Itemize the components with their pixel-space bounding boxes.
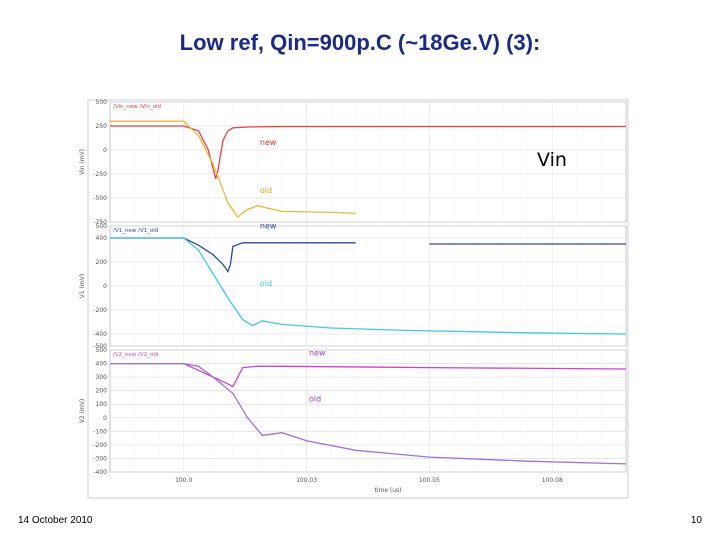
series-line-2-old — [110, 237, 627, 335]
panel-1-y-tick-label: 0 — [103, 147, 107, 154]
panel-1-y-tick-label: 250 — [96, 123, 108, 130]
panel-3-y-tick-label: 300 — [96, 374, 108, 381]
panel-3-label-old: old — [309, 395, 321, 404]
panel-1-y-axis-label: Vin (mV) — [79, 149, 86, 175]
panel-3-y-tick-label: 500 — [96, 347, 108, 354]
slide-date: 14 October 2010 — [18, 515, 93, 526]
slide-page-number: 10 — [690, 515, 702, 526]
panel-2-legend: /V1_new /V1_old — [113, 228, 158, 234]
x-tick-label: 100.03 — [296, 477, 317, 484]
panel-3-y-tick-label: 200 — [96, 388, 108, 395]
panel-1-label-old: old — [260, 186, 272, 195]
panel-3-y-tick-label: 400 — [96, 361, 108, 368]
x-tick-label: 100.08 — [542, 477, 563, 484]
x-tick-label: 100.0 — [175, 477, 192, 484]
panel-3-y-tick-label: -200 — [93, 442, 107, 449]
panel-3-y-tick-label: -300 — [93, 455, 107, 462]
panel-1-legend: /Vin_new /Vin_old — [113, 104, 161, 110]
panel-1-y-tick-label: -750 — [93, 219, 107, 226]
panel-3-y-tick-label: 100 — [96, 401, 108, 408]
panel-2-y-tick-label: 400 — [96, 235, 108, 242]
panel-3-y-tick-label: -100 — [93, 428, 107, 435]
panel-1-label-new: new — [260, 138, 277, 147]
panel-2-y-tick-label: -400 — [93, 331, 107, 338]
panel-2-label-old: old — [260, 279, 272, 288]
series-line-1-new — [110, 125, 626, 179]
panel-3-label-new: new — [309, 348, 326, 357]
series-line-3-old — [110, 362, 627, 465]
panel-2-label-new: new — [260, 221, 277, 230]
panel-1-annotation: Vin — [537, 149, 567, 171]
panel-1-y-tick-label: 500 — [96, 99, 108, 106]
panel-2-y-tick-label: 200 — [96, 259, 108, 266]
panel-1-y-tick-label: -500 — [93, 195, 107, 202]
panel-2-y-tick-label: -500 — [93, 343, 107, 350]
panel-2-y-tick-label: 500 — [96, 223, 108, 230]
series-line-3-new — [110, 362, 627, 388]
slide-title: Low ref, Qin=900p.C (~18Ge.V) (3): — [179, 30, 541, 55]
panel-3-y-tick-label: -400 — [93, 469, 107, 476]
x-tick-label: 100.05 — [419, 477, 440, 484]
panel-3-y-tick-label: 0 — [103, 415, 107, 422]
panel-2-y-tick-label: 0 — [103, 283, 107, 290]
series-line-2-new — [110, 237, 356, 274]
panel-2-y-axis-label: V1 (mV) — [79, 274, 86, 298]
panel-3-y-axis-label: V2 (mV) — [79, 399, 86, 423]
x-axis-label: time (us) — [374, 487, 401, 494]
series-line-1-old — [110, 120, 356, 219]
panel-2-y-tick-label: -200 — [93, 307, 107, 314]
panel-3-legend: /V2_new /V2_old — [113, 352, 158, 358]
panel-1-y-tick-label: -250 — [93, 171, 107, 178]
